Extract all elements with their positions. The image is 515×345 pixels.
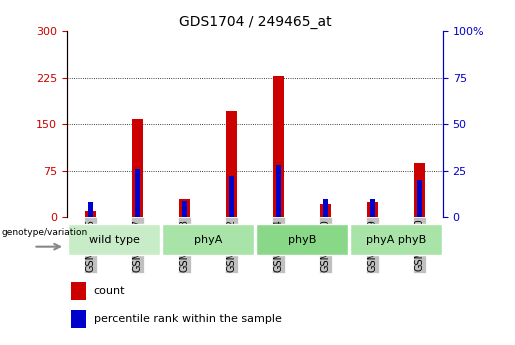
- Bar: [367, 202, 379, 217]
- Bar: [229, 176, 234, 217]
- Bar: [84, 211, 96, 217]
- Bar: [319, 204, 331, 217]
- Bar: [179, 199, 191, 217]
- Bar: [226, 110, 237, 217]
- Bar: [134, 169, 140, 217]
- Bar: [256, 224, 348, 255]
- Bar: [182, 200, 187, 217]
- Bar: [370, 199, 375, 217]
- Bar: [417, 180, 422, 217]
- Text: percentile rank within the sample: percentile rank within the sample: [94, 314, 282, 324]
- Bar: [71, 282, 86, 300]
- Text: phyB: phyB: [288, 235, 316, 245]
- Bar: [414, 163, 425, 217]
- Text: phyA: phyA: [194, 235, 222, 245]
- Bar: [68, 224, 160, 255]
- Bar: [162, 224, 254, 255]
- Bar: [276, 165, 281, 217]
- Bar: [272, 76, 284, 217]
- Text: count: count: [94, 286, 125, 296]
- Bar: [131, 119, 143, 217]
- Bar: [88, 203, 93, 217]
- Text: genotype/variation: genotype/variation: [2, 228, 88, 237]
- Text: wild type: wild type: [89, 235, 140, 245]
- Bar: [322, 199, 328, 217]
- Text: phyA phyB: phyA phyB: [366, 235, 426, 245]
- Bar: [71, 310, 86, 328]
- Bar: [350, 224, 442, 255]
- Title: GDS1704 / 249465_at: GDS1704 / 249465_at: [179, 14, 331, 29]
